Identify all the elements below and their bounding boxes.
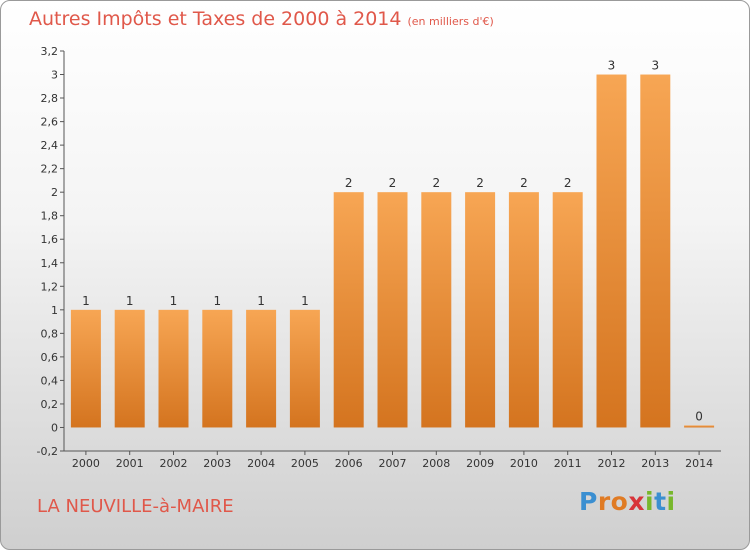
chart-subtitle: (en milliers d'€)	[407, 15, 494, 28]
bar-2012	[596, 74, 627, 428]
data-label: 2	[564, 176, 572, 190]
bar-2003	[202, 309, 233, 428]
x-tick-label: 2005	[291, 457, 319, 470]
bar-2000	[70, 309, 101, 428]
data-label: 2	[345, 176, 353, 190]
bar-2001	[114, 309, 145, 428]
logo-letter: r	[597, 487, 611, 516]
chart-title-text: Autres Impôts et Taxes de 2000 à 2014	[29, 8, 402, 30]
y-tick-label: 2,6	[41, 116, 59, 129]
data-label: 2	[389, 176, 397, 190]
commune-name: LA NEUVILLE-à-MAIRE	[37, 496, 234, 517]
proxiti-logo: Proxiti	[579, 487, 676, 516]
y-tick-label: 0,8	[41, 327, 59, 340]
bar-2009	[465, 192, 496, 428]
data-label: 1	[301, 294, 309, 308]
data-label: 2	[476, 176, 484, 190]
y-tick-label: 1,4	[41, 257, 59, 270]
x-tick-label: 2006	[335, 457, 363, 470]
x-tick-label: 2000	[72, 457, 100, 470]
x-tick-label: 2007	[379, 457, 407, 470]
x-tick-label: 2010	[510, 457, 538, 470]
data-label: 2	[520, 176, 528, 190]
y-tick-label: 1	[51, 304, 58, 317]
x-tick-label: 2012	[598, 457, 626, 470]
logo-letter: i	[645, 487, 655, 516]
data-label: 1	[213, 294, 221, 308]
x-tick-label: 2008	[422, 457, 450, 470]
y-tick-label: 1,8	[41, 210, 59, 223]
data-label: 1	[257, 294, 265, 308]
bar-2005	[289, 309, 320, 428]
data-label: 3	[608, 59, 616, 73]
x-tick-label: 2004	[247, 457, 275, 470]
x-tick-label: 2014	[685, 457, 713, 470]
chart-title: Autres Impôts et Taxes de 2000 à 2014 (en…	[29, 8, 494, 30]
x-tick-label: 2011	[554, 457, 582, 470]
bar-2004	[246, 309, 277, 428]
bar-2014	[684, 425, 715, 428]
data-label: 2	[432, 176, 440, 190]
x-tick-label: 2013	[641, 457, 669, 470]
data-label: 3	[651, 59, 659, 73]
y-tick-label: 2,8	[41, 92, 59, 105]
bar-2008	[421, 192, 452, 428]
bars: 1 1 1 1 1 1 2 2 2 2 2 2 3 3 0	[70, 59, 715, 428]
x-tick-label: 2001	[116, 457, 144, 470]
data-label: 1	[170, 294, 178, 308]
y-tick-label: 0	[51, 421, 58, 434]
y-tick-label: -0,2	[37, 445, 58, 458]
y-tick-label: 2,2	[41, 163, 59, 176]
x-tick-label: 2003	[203, 457, 231, 470]
x-tick-label: 2009	[466, 457, 494, 470]
logo-letter: P	[579, 487, 598, 516]
y-tick-label: 0,6	[41, 351, 59, 364]
logo-letter: x	[628, 487, 645, 516]
y-tick-label: 3	[51, 69, 58, 82]
y-tick-label: 2	[51, 186, 58, 199]
y-tick-label: 1,2	[41, 280, 59, 293]
data-label: 1	[82, 294, 90, 308]
bar-2011	[552, 192, 583, 428]
y-tick-label: 3,2	[41, 45, 59, 58]
x-tick-label: 2002	[160, 457, 188, 470]
y-tick-label: 0,4	[41, 374, 59, 387]
logo-letter: t	[654, 487, 667, 516]
logo-letter: i	[666, 487, 676, 516]
y-tick-label: 0,2	[41, 398, 59, 411]
bar-2013	[640, 74, 671, 428]
bar-2006	[333, 192, 364, 428]
logo-letter: o	[610, 487, 629, 516]
bar-2007	[377, 192, 408, 428]
y-tick-label: 1,6	[41, 233, 59, 246]
y-tick-label: 2,4	[41, 139, 59, 152]
bar-2002	[158, 309, 189, 428]
data-label: 0	[695, 409, 703, 423]
bar-2010	[508, 192, 539, 428]
axes: -0,2 0 0,2 0,4 0,6 0,8 1 1,2 1,4 1,6 1,8 2 2,2 2,4 2,6…	[37, 45, 721, 470]
data-label: 1	[126, 294, 134, 308]
